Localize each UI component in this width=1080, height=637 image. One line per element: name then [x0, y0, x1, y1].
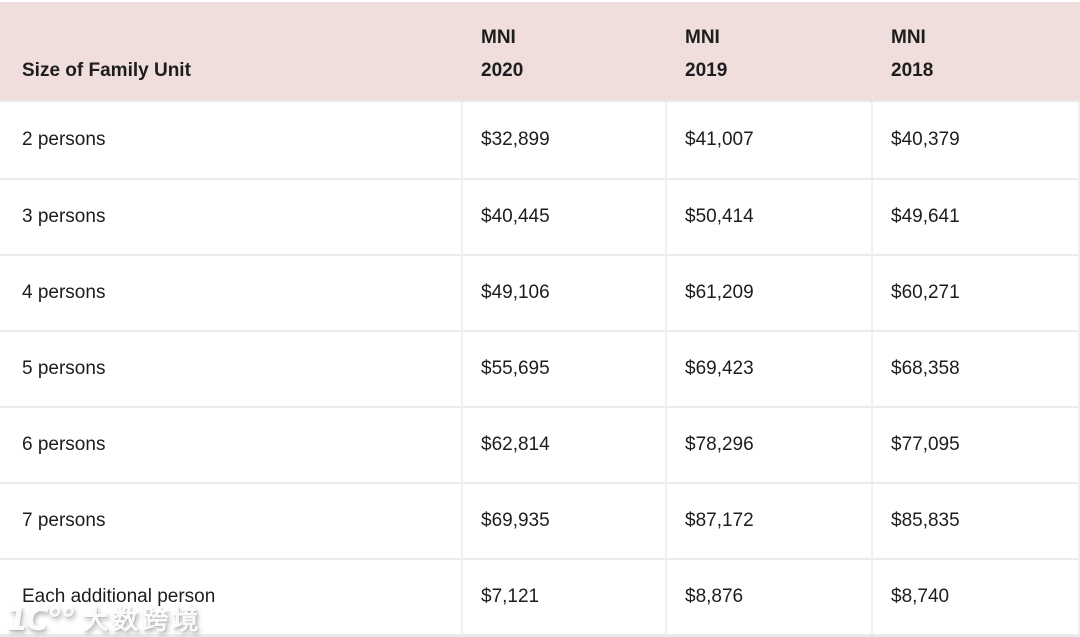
value-cell-mni-2018: $77,095 — [871, 406, 1080, 482]
row-label-cell: 5 persons — [0, 330, 461, 406]
row-label-cell: 3 persons — [0, 178, 461, 254]
value-cell-mni-2020: $32,899 — [461, 102, 665, 178]
value-cell-mni-2018: $85,835 — [871, 482, 1080, 558]
header-cell-mni-2020: MNI 2020 — [461, 2, 665, 102]
value-cell-mni-2018: $60,271 — [871, 254, 1080, 330]
header-cell-mni-2019: MNI 2019 — [665, 2, 871, 102]
value-cell-mni-2019: $50,414 — [665, 178, 871, 254]
value-cell-mni-2019: $87,172 — [665, 482, 871, 558]
header-label: Size of Family Unit — [22, 60, 191, 81]
header-line2: 2020 — [481, 60, 524, 81]
row-label-cell: Each additional person — [0, 558, 461, 634]
value-cell-mni-2018: $49,641 — [871, 178, 1080, 254]
header-line1: MNI — [481, 27, 516, 48]
value-cell-mni-2020: $69,935 — [461, 482, 665, 558]
value-cell-mni-2019: $61,209 — [665, 254, 871, 330]
row-label-cell: 2 persons — [0, 102, 461, 178]
header-line2: 2019 — [685, 60, 728, 81]
header-cell-size-of-family-unit: Size of Family Unit — [0, 2, 461, 102]
row-label-cell: 6 persons — [0, 406, 461, 482]
value-cell-mni-2020: $55,695 — [461, 330, 665, 406]
value-cell-mni-2018: $40,379 — [871, 102, 1080, 178]
row-label-cell: 4 persons — [0, 254, 461, 330]
value-cell-mni-2018: $8,740 — [871, 558, 1080, 634]
header-cell-mni-2018: MNI 2018 — [871, 2, 1080, 102]
table-bottom-edge — [0, 634, 1080, 637]
value-cell-mni-2019: $78,296 — [665, 406, 871, 482]
value-cell-mni-2019: $41,007 — [665, 102, 871, 178]
value-cell-mni-2019: $69,423 — [665, 330, 871, 406]
row-label-cell: 7 persons — [0, 482, 461, 558]
header-line1: MNI — [891, 27, 926, 48]
value-cell-mni-2020: $7,121 — [461, 558, 665, 634]
value-cell-mni-2020: $62,814 — [461, 406, 665, 482]
value-cell-mni-2020: $40,445 — [461, 178, 665, 254]
header-line1: MNI — [685, 27, 720, 48]
value-cell-mni-2019: $8,876 — [665, 558, 871, 634]
header-line2: 2018 — [891, 60, 934, 81]
value-cell-mni-2018: $68,358 — [871, 330, 1080, 406]
value-cell-mni-2020: $49,106 — [461, 254, 665, 330]
